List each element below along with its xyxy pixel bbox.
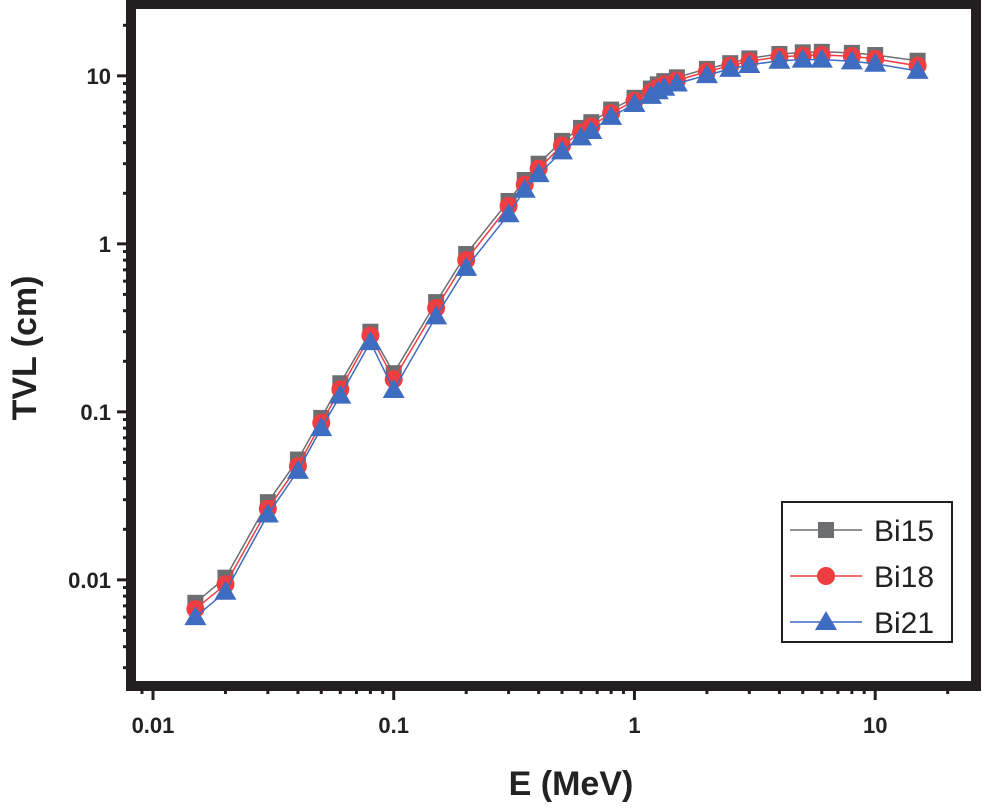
data-point xyxy=(906,59,929,79)
data-point xyxy=(600,105,623,125)
data-point xyxy=(256,503,279,523)
series-Bi21 xyxy=(184,48,929,626)
legend: Bi15 Bi18 Bi21 xyxy=(781,501,953,643)
data-point xyxy=(864,52,887,72)
plot-frame xyxy=(126,0,981,691)
legend-marker xyxy=(818,522,834,538)
legend-label: Bi18 xyxy=(874,561,934,594)
data-point xyxy=(768,49,791,69)
data-point xyxy=(497,203,520,223)
data-point xyxy=(580,119,603,139)
legend-label: Bi15 xyxy=(874,515,934,548)
y-axis-title: TVL (cm) xyxy=(6,276,44,421)
plot-border xyxy=(126,0,981,691)
data-point xyxy=(810,48,833,68)
data-point xyxy=(310,417,333,437)
data-point xyxy=(214,580,237,600)
data-point xyxy=(513,178,536,198)
data-point xyxy=(623,92,646,112)
y-axis: 0.01 0.1 1 10 xyxy=(68,23,131,670)
data-point xyxy=(695,64,718,84)
x-axis: 0.01 0.1 1 10 xyxy=(132,686,950,738)
x-tick-label: 1 xyxy=(628,713,640,738)
y-tick-label: 1 xyxy=(99,232,111,257)
x-tick-label: 10 xyxy=(863,713,887,738)
data-point xyxy=(425,305,448,325)
series-layer xyxy=(184,43,929,626)
legend-box xyxy=(781,501,953,643)
data-point xyxy=(791,48,814,68)
data-point xyxy=(738,54,761,74)
data-point xyxy=(455,256,478,276)
data-point xyxy=(665,72,688,92)
data-point xyxy=(570,126,593,146)
legend-marker xyxy=(815,611,837,630)
data-point xyxy=(840,50,863,70)
data-point xyxy=(719,57,742,77)
data-point xyxy=(527,163,550,183)
y-tick-label: 0.01 xyxy=(68,568,111,593)
legend-label: Bi21 xyxy=(874,607,934,640)
data-point xyxy=(382,378,405,398)
y-tick-label: 10 xyxy=(87,64,111,89)
x-axis-title: E (MeV) xyxy=(509,765,634,803)
data-point xyxy=(550,140,573,160)
legend-marker xyxy=(817,567,835,585)
x-tick-label: 0.01 xyxy=(132,713,175,738)
data-point xyxy=(359,331,382,351)
data-point xyxy=(329,384,352,404)
x-tick-label: 0.1 xyxy=(378,713,409,738)
data-point xyxy=(286,459,309,479)
y-tick-label: 0.1 xyxy=(80,400,111,425)
data-point xyxy=(184,606,207,626)
